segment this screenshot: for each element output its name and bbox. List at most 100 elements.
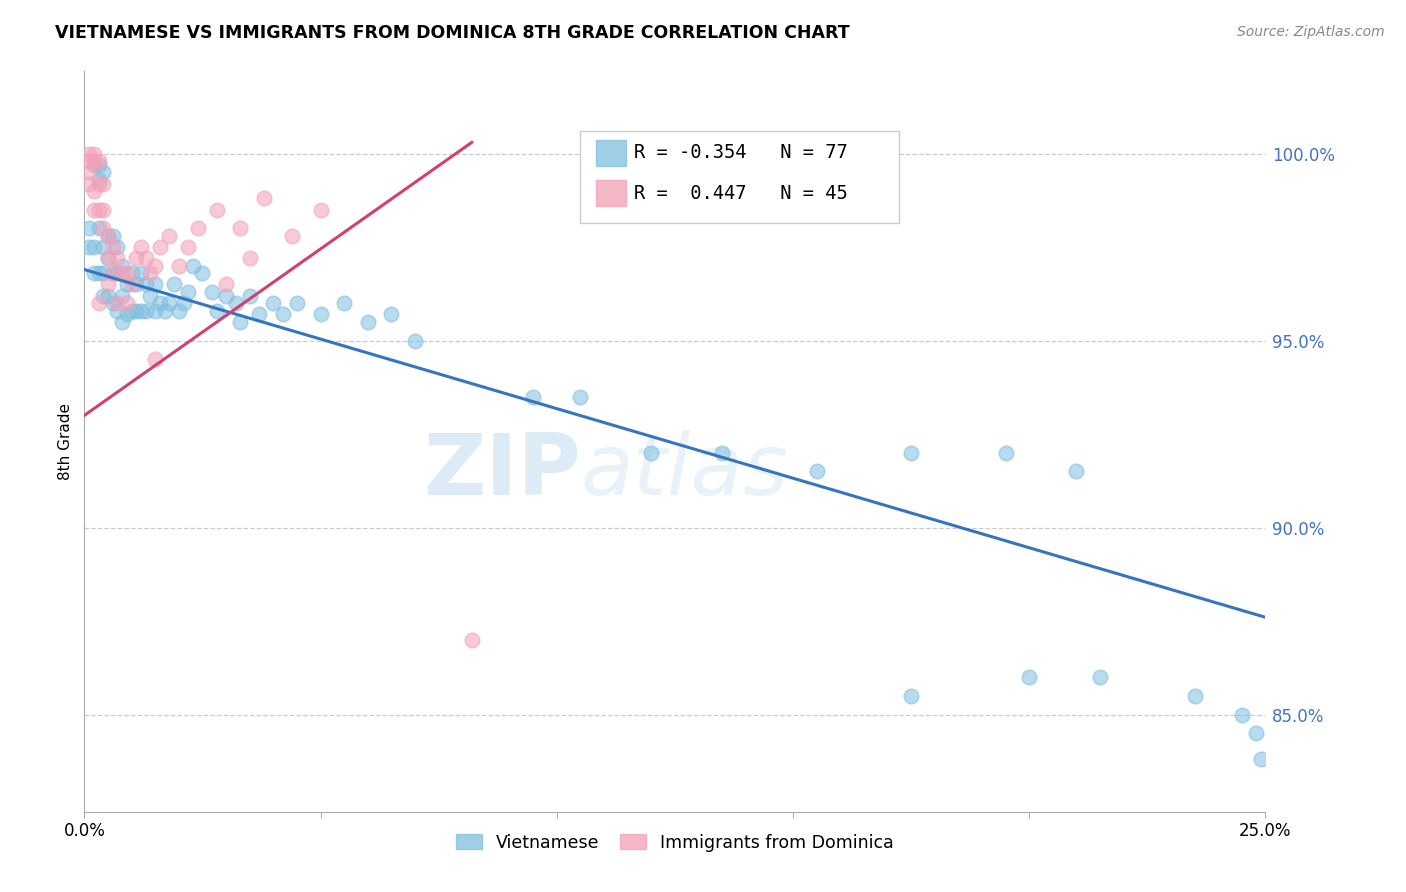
Point	[91, 289, 114, 303]
FancyBboxPatch shape	[581, 130, 900, 223]
Point	[77, 154, 100, 169]
Point	[83, 146, 105, 161]
Point	[357, 315, 380, 329]
Point	[1018, 670, 1040, 684]
Point	[129, 266, 152, 280]
Text: ZIP: ZIP	[423, 430, 581, 513]
Point	[201, 285, 224, 299]
Point	[333, 296, 356, 310]
Point	[167, 259, 190, 273]
Point	[135, 277, 157, 292]
Point	[229, 221, 252, 235]
Point	[83, 202, 105, 217]
Point	[173, 296, 195, 310]
Point	[135, 303, 157, 318]
Point	[87, 173, 110, 187]
Point	[83, 154, 105, 169]
Point	[91, 165, 114, 179]
Point	[281, 228, 304, 243]
Point	[129, 303, 152, 318]
FancyBboxPatch shape	[596, 180, 627, 205]
Point	[107, 240, 129, 254]
Point	[111, 315, 134, 329]
Point	[101, 266, 124, 280]
Point	[77, 146, 100, 161]
Text: R =  0.447   N = 45: R = 0.447 N = 45	[634, 184, 848, 202]
Point	[87, 158, 110, 172]
Point	[215, 289, 238, 303]
Point	[83, 266, 105, 280]
Point	[115, 266, 138, 280]
Point	[157, 296, 180, 310]
Point	[271, 307, 294, 321]
Point	[125, 252, 148, 266]
Point	[191, 266, 214, 280]
Point	[157, 228, 180, 243]
Point	[711, 446, 734, 460]
Point	[569, 390, 592, 404]
Point	[205, 303, 228, 318]
Point	[121, 277, 143, 292]
Point	[87, 154, 110, 169]
Point	[97, 228, 120, 243]
Point	[1066, 465, 1088, 479]
Point	[111, 259, 134, 273]
Point	[107, 296, 129, 310]
Point	[125, 303, 148, 318]
Point	[143, 303, 166, 318]
Text: atlas: atlas	[581, 430, 789, 513]
Point	[900, 446, 922, 460]
Point	[111, 266, 134, 280]
Point	[215, 277, 238, 292]
Point	[247, 307, 270, 321]
Point	[87, 266, 110, 280]
Point	[806, 465, 828, 479]
Point	[225, 296, 247, 310]
Point	[91, 221, 114, 235]
Point	[87, 296, 110, 310]
Point	[177, 240, 200, 254]
Point	[1230, 707, 1253, 722]
Point	[91, 266, 114, 280]
Point	[139, 289, 162, 303]
Text: R = -0.354   N = 77: R = -0.354 N = 77	[634, 144, 848, 162]
Point	[115, 277, 138, 292]
Point	[121, 303, 143, 318]
Point	[309, 307, 332, 321]
Point	[1244, 726, 1267, 740]
Text: VIETNAMESE VS IMMIGRANTS FROM DOMINICA 8TH GRADE CORRELATION CHART: VIETNAMESE VS IMMIGRANTS FROM DOMINICA 8…	[55, 24, 849, 42]
Point	[107, 252, 129, 266]
Point	[994, 446, 1017, 460]
Point	[87, 221, 110, 235]
Point	[380, 307, 402, 321]
Point	[129, 240, 152, 254]
Point	[91, 240, 114, 254]
Point	[83, 240, 105, 254]
Point	[91, 177, 114, 191]
Point	[115, 296, 138, 310]
Point	[239, 252, 262, 266]
Point	[111, 289, 134, 303]
Point	[115, 307, 138, 321]
Point	[101, 228, 124, 243]
Point	[1088, 670, 1111, 684]
Point	[101, 266, 124, 280]
Point	[101, 296, 124, 310]
Point	[262, 296, 284, 310]
Point	[149, 240, 172, 254]
Point	[640, 446, 662, 460]
Point	[121, 266, 143, 280]
Point	[229, 315, 252, 329]
Point	[77, 165, 100, 179]
Point	[404, 334, 426, 348]
Point	[181, 259, 204, 273]
Point	[163, 277, 186, 292]
Point	[900, 689, 922, 703]
Point	[101, 240, 124, 254]
Point	[87, 177, 110, 191]
Text: Source: ZipAtlas.com: Source: ZipAtlas.com	[1237, 25, 1385, 39]
Point	[135, 252, 157, 266]
Point	[149, 296, 172, 310]
Point	[107, 266, 129, 280]
Point	[143, 259, 166, 273]
